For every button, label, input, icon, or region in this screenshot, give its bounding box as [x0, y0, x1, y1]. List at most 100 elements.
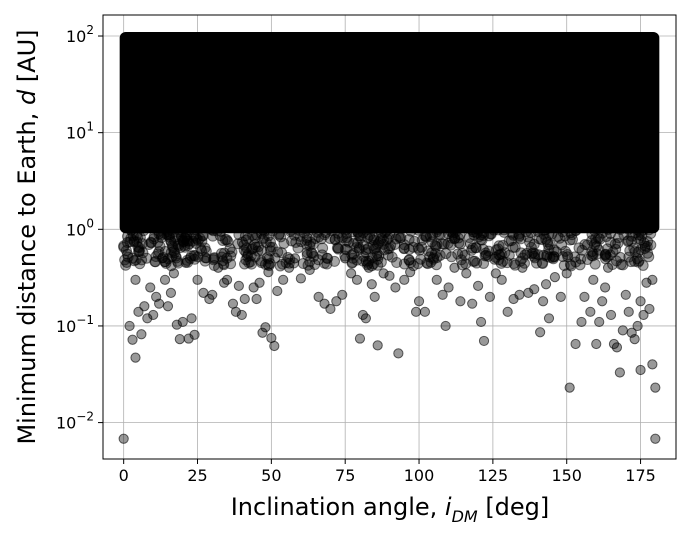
- dense-point-band: [119, 32, 660, 234]
- edge-point: [339, 250, 351, 262]
- edge-point: [471, 223, 483, 235]
- data-point-10: [145, 282, 156, 293]
- data-point-126: [632, 320, 643, 332]
- edge-point: [165, 260, 177, 272]
- edge-point: [505, 235, 517, 247]
- data-point-105: [561, 268, 572, 279]
- data-point-4: [130, 352, 141, 363]
- edge-point: [375, 256, 387, 268]
- data-point-85: [461, 268, 472, 279]
- data-point-50: [283, 262, 295, 273]
- x-tick-label-5: 125: [478, 466, 509, 485]
- data-point-18: [168, 268, 179, 279]
- edge-point: [479, 250, 491, 262]
- edge-point: [272, 246, 284, 258]
- data-point-72: [393, 348, 404, 359]
- data-point-77: [419, 306, 431, 317]
- edge-point: [575, 253, 587, 265]
- edge-point: [274, 260, 286, 272]
- x-tick-label-4: 100: [404, 466, 435, 485]
- edge-point: [470, 242, 482, 254]
- edge-point: [197, 230, 209, 242]
- data-point-60: [346, 268, 357, 279]
- data-point-67: [369, 291, 380, 302]
- y-tick-base-2: 10: [66, 220, 86, 239]
- data-point-80: [437, 289, 448, 300]
- data-point-132: [647, 359, 658, 370]
- data-point-42: [254, 277, 265, 288]
- data-point-69: [378, 268, 389, 279]
- data-point-5: [130, 274, 141, 285]
- data-point-45: [263, 267, 274, 278]
- edge-point: [460, 258, 472, 270]
- data-point-38: [239, 293, 250, 305]
- x-tick-label-6: 150: [551, 466, 582, 485]
- data-point-103: [549, 272, 561, 283]
- edge-point: [373, 250, 385, 262]
- edge-point: [552, 230, 564, 242]
- data-point-116: [602, 262, 614, 273]
- x-tick-label-2: 50: [261, 466, 281, 485]
- edge-point: [532, 226, 544, 238]
- y-tick-exp-3: 1: [86, 120, 94, 134]
- y-tick-label-2: 100: [66, 216, 94, 239]
- data-point-49: [278, 274, 289, 285]
- y-tick-base-3: 10: [66, 124, 86, 143]
- edge-point: [618, 229, 630, 241]
- edge-point: [132, 241, 144, 253]
- data-point-87: [473, 280, 484, 291]
- edge-point: [586, 249, 598, 261]
- edge-point: [195, 243, 207, 255]
- data-point-33: [221, 274, 233, 285]
- edge-point: [130, 254, 142, 266]
- data-point-53: [304, 264, 315, 276]
- edge-point: [489, 253, 501, 265]
- y-axis-label: Minimum distance to Earth, d [AU]: [13, 29, 41, 444]
- data-point-17: [165, 287, 177, 298]
- data-point-44: [260, 322, 271, 333]
- data-point-66: [366, 279, 377, 290]
- edge-point: [446, 251, 458, 263]
- x-tick-label-3: 75: [335, 466, 355, 485]
- data-point-70: [384, 270, 395, 281]
- data-point-107: [570, 338, 581, 350]
- data-point-99: [535, 327, 546, 338]
- data-point-134: [650, 433, 661, 444]
- edge-point: [383, 242, 395, 254]
- x-tick-label-1: 25: [187, 466, 207, 485]
- edge-point: [531, 257, 543, 269]
- data-point-11: [148, 309, 159, 321]
- data-point-78: [425, 257, 436, 268]
- x-axis-ticks: 0 25 50 75 100 125 150 175: [119, 459, 656, 485]
- edge-point: [412, 258, 424, 270]
- data-point-93: [502, 306, 513, 317]
- edge-point: [294, 230, 306, 242]
- edge-point: [214, 230, 226, 242]
- data-point-115: [600, 282, 611, 293]
- edge-point: [134, 231, 146, 243]
- edge-point: [252, 245, 264, 257]
- data-point-7: [136, 329, 147, 340]
- edge-point: [336, 232, 348, 244]
- data-point-90: [484, 291, 496, 302]
- edge-point: [239, 258, 251, 270]
- edge-point: [241, 242, 253, 254]
- y-tick-base-1: 10: [56, 317, 76, 336]
- x-tick-label-0: 0: [119, 466, 129, 485]
- edge-point: [541, 250, 553, 262]
- data-point-131: [644, 303, 655, 315]
- data-point-75: [410, 306, 422, 317]
- data-point-113: [594, 316, 605, 328]
- y-tick-exp-2: 0: [86, 216, 94, 230]
- y-tick-base-0: 10: [56, 414, 76, 433]
- y-tick-exp-4: 2: [86, 23, 94, 37]
- edge-point: [471, 227, 483, 239]
- data-point-3: [127, 334, 138, 345]
- edge-point: [353, 230, 365, 242]
- data-point-31: [213, 262, 224, 273]
- data-point-52: [295, 273, 306, 284]
- data-point-28: [201, 253, 212, 264]
- edge-point: [377, 234, 389, 246]
- data-point-54: [313, 291, 324, 302]
- data-point-9: [142, 313, 153, 324]
